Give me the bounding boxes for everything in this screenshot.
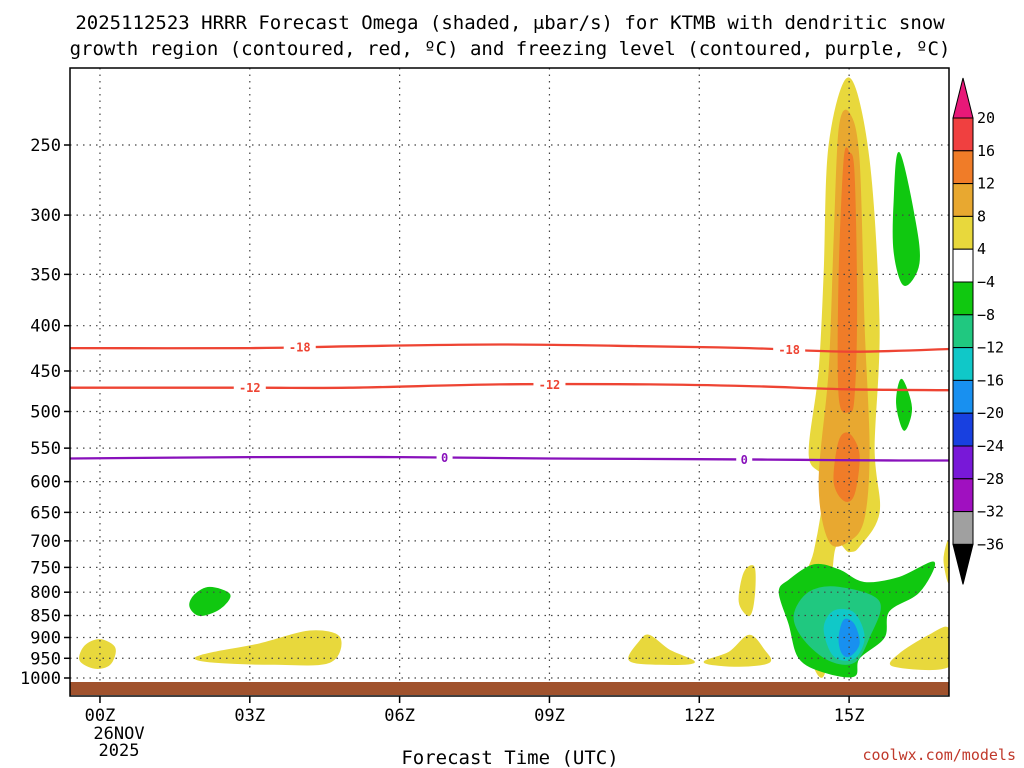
omega-shaded-regions bbox=[79, 77, 949, 678]
contour-label-bg bbox=[283, 339, 316, 356]
omega-region-small-yellow-00z bbox=[79, 639, 116, 669]
temperature-contours: -18 -18 -12 -12 0 0 bbox=[70, 339, 949, 468]
colorbar-label-11: −28 bbox=[977, 470, 1004, 488]
x-tick-label-06Z: 06Z bbox=[384, 706, 415, 726]
colorbar-segment-10 bbox=[952, 445, 974, 480]
contour-label-0-0: 0 bbox=[441, 451, 448, 465]
y-tick-label-550: 550 bbox=[30, 439, 61, 459]
colorbar-label-4: 4 bbox=[977, 240, 986, 258]
contour-label-bg bbox=[533, 376, 566, 393]
contour-label--12-0: -12 bbox=[239, 381, 261, 395]
colorbar-label-6: −8 bbox=[977, 306, 995, 324]
contour-label--18-0: -18 bbox=[289, 341, 311, 355]
colorbar-label-2: 12 bbox=[977, 175, 995, 193]
date-label-day: 26NOV bbox=[93, 724, 144, 744]
contour-label--18-1: -18 bbox=[778, 343, 800, 357]
credit-text: coolwx.com/models bbox=[862, 746, 1016, 764]
plot-frame bbox=[69, 67, 950, 697]
date-label-year: 2025 bbox=[99, 741, 140, 761]
omega-region-green-02z bbox=[189, 586, 231, 617]
y-tick-label-400: 400 bbox=[30, 317, 61, 337]
colorbar-bottom-arrow bbox=[952, 543, 974, 585]
x-tick-label-12Z: 12Z bbox=[684, 706, 715, 726]
x-tick-label-09Z: 09Z bbox=[534, 706, 565, 726]
contour-label-bg bbox=[736, 451, 753, 468]
contour-label-0-1: 0 bbox=[741, 453, 748, 467]
omega-region-yellow-11z bbox=[628, 634, 695, 665]
y-tick-label-800: 800 bbox=[30, 583, 61, 603]
y-tick-label-250: 250 bbox=[30, 136, 61, 156]
omega-region-yellow-03z-05z bbox=[194, 630, 342, 666]
colorbar-segment-5 bbox=[952, 281, 974, 316]
colorbar-label-0: 20 bbox=[977, 109, 995, 127]
colorbar-label-12: −32 bbox=[977, 503, 1004, 521]
contour-temperature--18 bbox=[70, 343, 949, 353]
colorbar-label-7: −12 bbox=[977, 339, 1004, 357]
x-tick-label-03Z: 03Z bbox=[234, 706, 265, 726]
contour-label-bg bbox=[773, 341, 806, 358]
contour-freezing-level-0 bbox=[70, 455, 949, 462]
colorbar-label-3: 8 bbox=[977, 207, 986, 225]
colorbar-label-10: −24 bbox=[977, 437, 1004, 455]
colorbar-label-1: 16 bbox=[977, 142, 995, 160]
contour-label--12-1: -12 bbox=[539, 378, 561, 392]
x-axis-label: Forecast Time (UTC) bbox=[401, 747, 618, 768]
y-tick-label-350: 350 bbox=[30, 265, 61, 285]
colorbar-label-8: −16 bbox=[977, 371, 1004, 389]
y-tick-label-300: 300 bbox=[30, 206, 61, 226]
colorbar-top-arrow bbox=[952, 77, 974, 119]
colorbar-segment-3 bbox=[952, 215, 974, 250]
omega-region-yellow-13z-up bbox=[738, 565, 756, 617]
colorbar-segment-4 bbox=[952, 248, 974, 283]
omega-region-yellow-17z-low bbox=[889, 626, 949, 671]
colorbar-legend: 20 16 12 8 4 −4 −8 −12 −16 −20 −24 −28 −32 −36 bbox=[952, 77, 1004, 585]
omega-region-descent-15z-blue bbox=[838, 618, 860, 658]
x-axis-time: 00Z 03Z 06Z 09Z 12Z 15Z bbox=[85, 696, 865, 726]
omega-region-ascent-core-15z-12b bbox=[833, 432, 860, 502]
colorbar-label-9: −20 bbox=[977, 404, 1004, 422]
chart-title-line1: 2025112523 HRRR Forecast Omega (shaded, … bbox=[75, 12, 945, 34]
contour-label-bg bbox=[436, 449, 453, 466]
colorbar-segment-6 bbox=[952, 314, 974, 349]
colorbar-segment-0 bbox=[952, 117, 974, 152]
y-tick-label-950: 950 bbox=[30, 649, 61, 669]
grid-lines bbox=[70, 68, 949, 696]
y-tick-label-450: 450 bbox=[30, 362, 61, 382]
omega-region-yellow-17z-edge bbox=[943, 539, 949, 584]
colorbar-label-5: −4 bbox=[977, 273, 995, 291]
colorbar-label-13: −36 bbox=[977, 535, 1004, 553]
colorbar-segment-11 bbox=[952, 478, 974, 513]
y-tick-label-500: 500 bbox=[30, 403, 61, 423]
omega-region-green-16z-mid bbox=[896, 378, 913, 431]
colorbar-segment-12 bbox=[952, 511, 974, 545]
y-tick-label-750: 750 bbox=[30, 558, 61, 578]
y-tick-label-850: 850 bbox=[30, 607, 61, 627]
omega-region-green-16z-upper bbox=[892, 152, 920, 286]
x-tick-label-15Z: 15Z bbox=[834, 706, 865, 726]
y-tick-label-600: 600 bbox=[30, 473, 61, 493]
colorbar-segment-7 bbox=[952, 347, 974, 381]
colorbar-segment-9 bbox=[952, 412, 974, 447]
colorbar-segment-8 bbox=[952, 379, 974, 414]
x-tick-label-00Z: 00Z bbox=[85, 706, 116, 726]
ground-band bbox=[70, 682, 949, 695]
y-tick-label-700: 700 bbox=[30, 532, 61, 552]
colorbar-segment-1 bbox=[952, 150, 974, 185]
y-tick-label-900: 900 bbox=[30, 628, 61, 648]
contour-label-bg bbox=[233, 379, 266, 396]
chart-title-line2: growth region (contoured, red, ºC) and f… bbox=[70, 38, 951, 60]
colorbar-segment-2 bbox=[952, 183, 974, 217]
y-axis-pressure: 2503003504004505005506006507007508008509… bbox=[20, 136, 70, 689]
omega-region-ascent-core-15z-12 bbox=[837, 147, 858, 414]
omega-region-yellow-13z-low bbox=[703, 634, 772, 667]
y-tick-label-1000: 1000 bbox=[20, 669, 61, 689]
y-tick-label-650: 650 bbox=[30, 503, 61, 523]
